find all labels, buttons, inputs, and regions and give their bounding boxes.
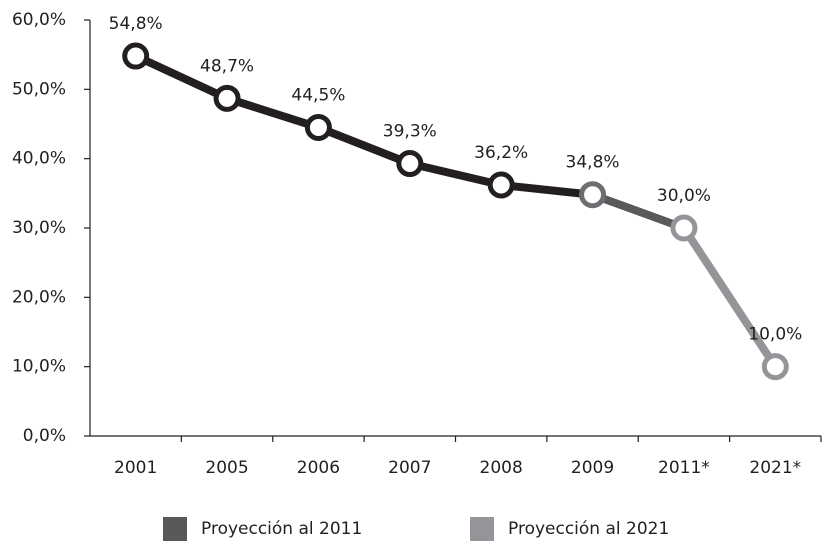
line-segment (316, 123, 412, 168)
x-tick-label: 2006 (297, 458, 340, 478)
x-tick-label: 2021* (749, 458, 801, 478)
y-tick-label: 50,0% (12, 79, 66, 99)
x-tick-label: 2009 (571, 458, 614, 478)
line-segment (680, 225, 779, 369)
point (396, 150, 424, 178)
y-tick-label: 10,0% (12, 357, 66, 377)
point (304, 113, 332, 141)
point (670, 214, 698, 242)
point (487, 171, 515, 199)
data-label: 44,5% (291, 85, 345, 105)
line-segment (134, 52, 229, 102)
data-label: 10,0% (748, 325, 802, 345)
y-tick-label: 60,0% (12, 10, 66, 30)
legend-swatch (163, 517, 187, 541)
x-tick-label: 2011* (658, 458, 710, 478)
y-tick-label: 0,0% (23, 426, 66, 446)
legend-swatch (470, 517, 494, 541)
point (761, 353, 789, 381)
x-tick-label: 2008 (480, 458, 523, 478)
x-tick-label: 2001 (114, 458, 157, 478)
y-tick-label: 20,0% (12, 287, 66, 307)
x-tick-label: 2005 (205, 458, 248, 478)
y-tick-label: 30,0% (12, 218, 66, 238)
data-label: 36,2% (474, 143, 528, 163)
y-tick-label: 40,0% (12, 149, 66, 169)
line-segment (591, 190, 686, 232)
point (213, 84, 241, 112)
legend-label: Proyección al 2021 (508, 519, 669, 539)
data-label: 30,0% (657, 186, 711, 206)
data-label: 34,8% (566, 153, 620, 173)
line-segment (408, 159, 503, 189)
point (122, 42, 150, 70)
x-tick-label: 2007 (388, 458, 431, 478)
legend-label: Proyección al 2011 (201, 519, 362, 539)
point (579, 181, 607, 209)
data-label: 54,8% (109, 14, 163, 34)
data-label: 39,3% (383, 122, 437, 142)
line-segment (500, 181, 593, 199)
line-segment (225, 94, 320, 132)
data-label: 48,7% (200, 56, 254, 76)
